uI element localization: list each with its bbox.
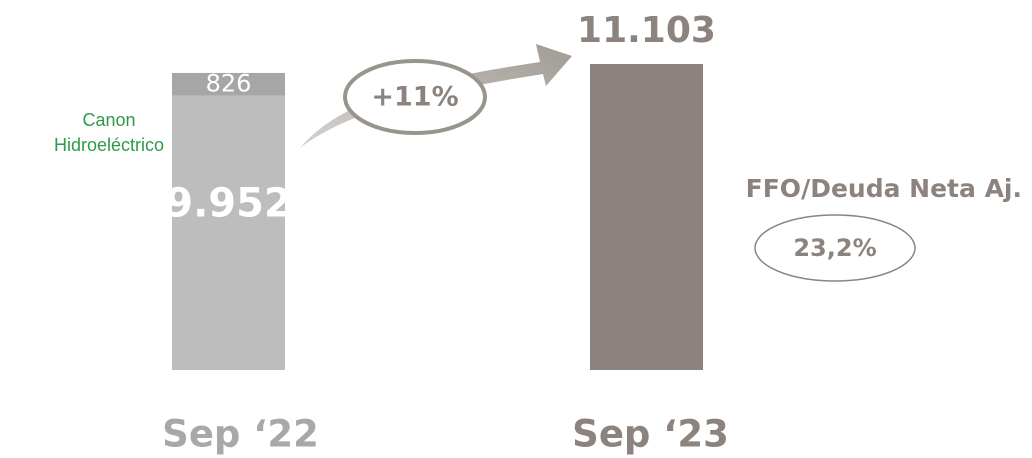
value-label: 11.103 xyxy=(577,10,716,51)
growth-arrow xyxy=(300,44,572,148)
bar-segment xyxy=(172,72,285,96)
bar-segment xyxy=(172,95,285,371)
ratio-bubble xyxy=(754,214,916,282)
ratio-title: FFO/Deuda Neta Aj. xyxy=(746,174,1022,203)
change-bubble xyxy=(343,59,487,135)
value-label: 826 xyxy=(206,69,252,97)
legend-label: Canon Hidroeléctrico xyxy=(53,110,165,155)
change-label: +11% xyxy=(371,82,458,113)
ratio-value: 23,2% xyxy=(793,234,876,262)
value-label: 9.952 xyxy=(165,180,292,226)
bar-segment xyxy=(590,64,703,370)
category-label: Sep ‘22 xyxy=(162,413,319,456)
category-label: Sep ‘23 xyxy=(572,413,729,456)
